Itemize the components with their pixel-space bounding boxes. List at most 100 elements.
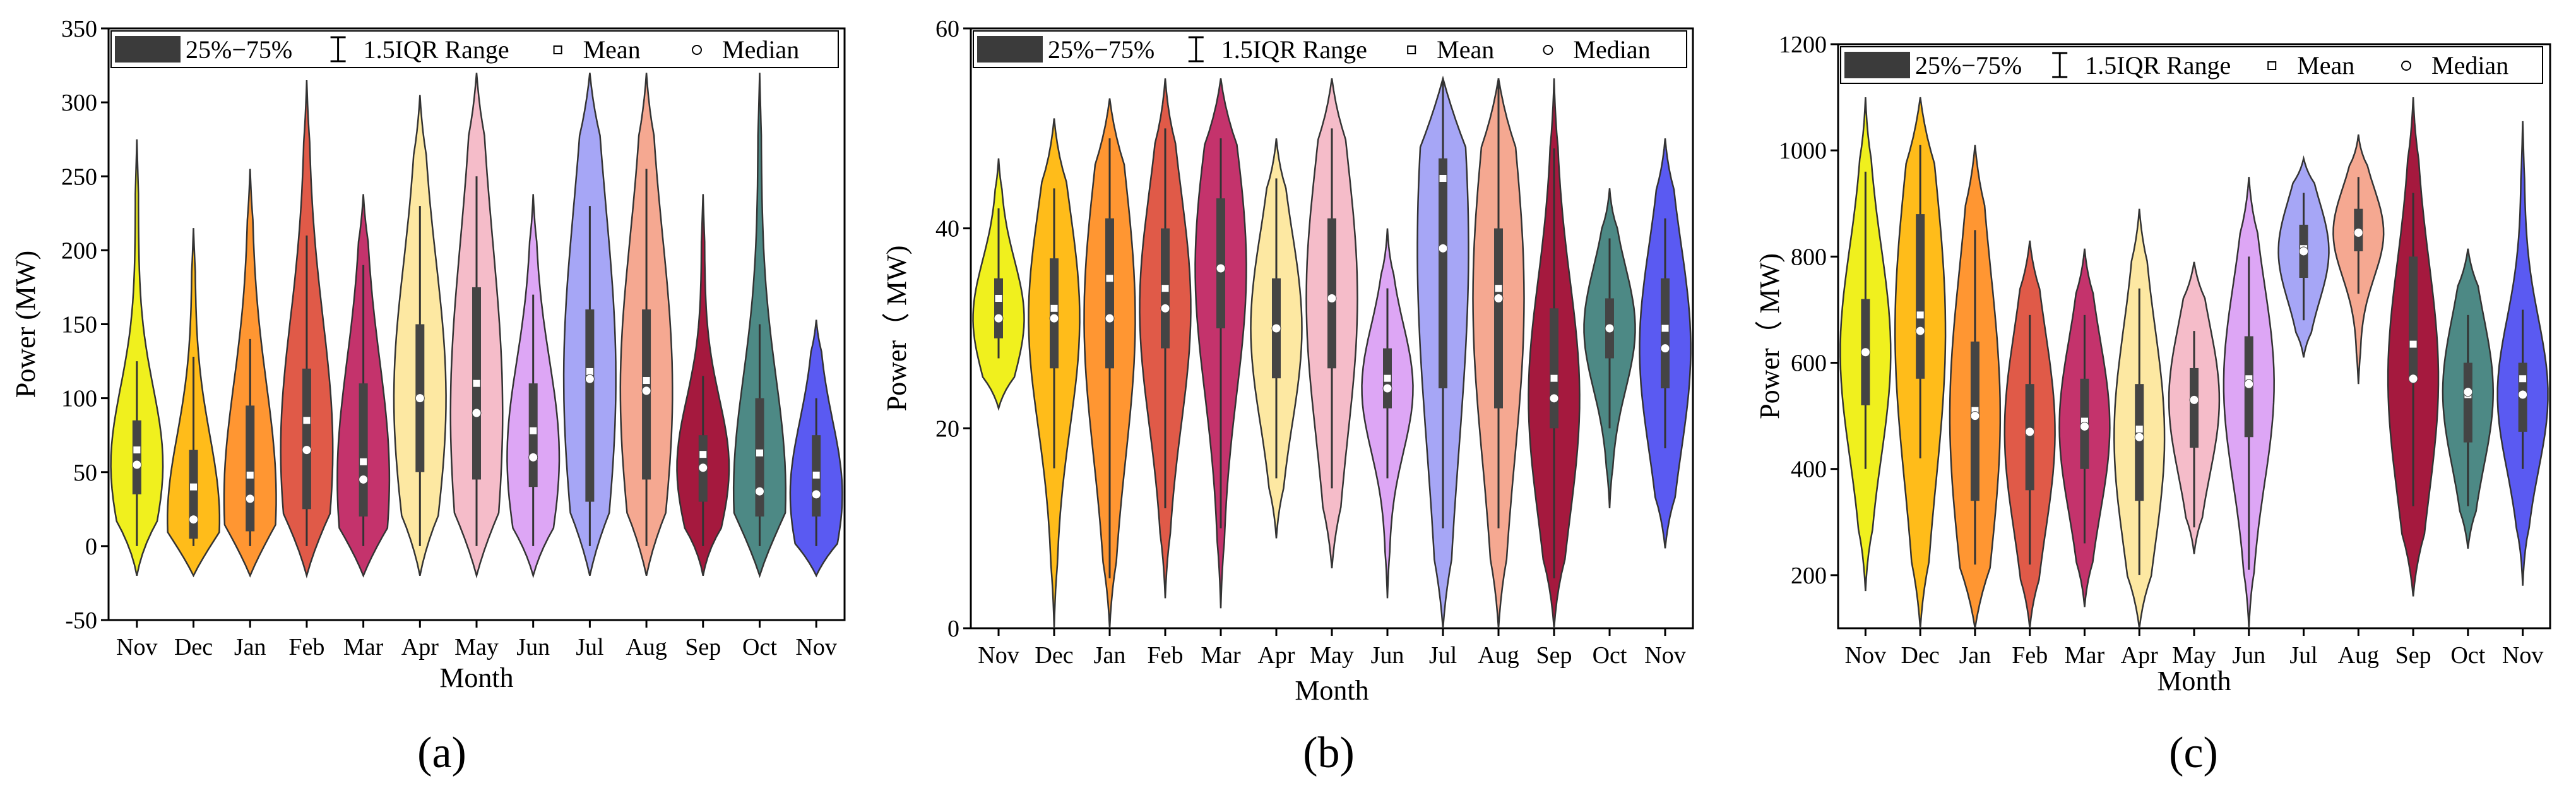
violin-nov (2496, 121, 2549, 586)
x-tick-label: Sep (685, 634, 721, 660)
x-tick-label: Aug (1478, 642, 1519, 669)
violin-may (1305, 78, 1358, 569)
median-marker (302, 445, 312, 455)
y-tick-label: 800 (1791, 244, 1827, 270)
x-tick-label: Dec (174, 634, 213, 660)
mean-marker (189, 482, 198, 491)
violin-dec (167, 228, 221, 578)
x-tick-label: Apr (2121, 642, 2158, 669)
violin-dec (1894, 97, 1947, 629)
x-tick-label: Nov (978, 642, 1019, 669)
median-marker (2244, 379, 2254, 389)
quartile-box (994, 278, 1003, 338)
violin-jun (2223, 177, 2275, 629)
y-tick-label: 150 (61, 312, 97, 338)
y-axis-label: Power（ MW) (1754, 253, 1785, 419)
violin-nov (1839, 97, 1892, 592)
x-tick-label: Apr (401, 634, 439, 660)
quartile-box (1327, 218, 1336, 369)
panel-a: -50 0 50 100 150 200 250 300 350 Nov Dec Jan Feb Mar A… (10, 16, 846, 777)
y-tick-label: 0 (85, 534, 97, 560)
x-tick-label: Nov (2502, 642, 2543, 669)
median-marker (1549, 393, 1559, 403)
mean-marker (1161, 284, 1170, 293)
median-marker (1216, 263, 1226, 273)
violin-nov (110, 139, 164, 576)
mean-marker (1550, 374, 1558, 383)
x-tick-label: Nov (116, 634, 157, 660)
quartile-box (1661, 278, 1670, 388)
mean-marker (1661, 324, 1670, 333)
legend-mean-label: Mean (2297, 51, 2354, 80)
violin-dec (1028, 118, 1081, 629)
mean-marker (302, 416, 311, 425)
median-marker (2134, 432, 2144, 442)
violin-aug (1472, 78, 1525, 629)
panel-label: (b) (1303, 729, 1355, 777)
x-tick-label: Dec (1035, 642, 1073, 669)
violin-jul (562, 73, 617, 576)
median-marker (2025, 427, 2035, 437)
x-tick-label: Jan (1094, 642, 1126, 669)
mean-marker (1439, 174, 1447, 182)
y-tick-label: 50 (73, 460, 97, 486)
x-axis-label: Month (1295, 675, 1368, 706)
violin-sep (1528, 78, 1581, 629)
legend-range-label: 1.5IQR Range (2085, 51, 2231, 80)
violin-mar (336, 194, 391, 578)
median-marker (585, 374, 595, 384)
legend-range-label: 1.5IQR Range (364, 35, 509, 64)
quartile-box (2025, 384, 2034, 491)
violin-jun (506, 194, 561, 578)
y-tick-label: 100 (61, 386, 97, 412)
x-tick-label: Feb (2012, 642, 2048, 669)
legend-box-swatch (977, 36, 1043, 63)
x-tick-label: Oct (2450, 642, 2485, 669)
median-marker (528, 452, 538, 462)
violin-jan (1083, 98, 1136, 629)
mean-marker (359, 457, 368, 466)
median-marker (2079, 421, 2089, 431)
panel-b: 0 20 40 60 Nov Dec Jan Feb Mar Apr May Jun Jul Aug Sep… (881, 16, 1694, 777)
legend-mean-swatch (2267, 61, 2277, 70)
x-tick-label: Jul (576, 634, 603, 660)
quartile-box (2190, 367, 2199, 448)
violin-sep (676, 194, 730, 576)
violin-jun (1361, 228, 1414, 599)
x-tick-label: Oct (1593, 642, 1627, 669)
violin-apr (393, 95, 447, 576)
legend-median-label: Median (2431, 51, 2508, 80)
violin-oct (732, 73, 786, 578)
violin-jul (1416, 75, 1469, 629)
legend-median-swatch (692, 45, 702, 55)
x-tick-label: Mar (1201, 642, 1241, 669)
y-tick-label: -50 (65, 607, 97, 634)
violin-sep (2387, 97, 2440, 597)
panel-label: (c) (2169, 729, 2218, 777)
median-marker (1271, 323, 1281, 333)
mean-marker (642, 376, 651, 385)
quartile-box (1439, 158, 1447, 389)
legend-frame (1840, 46, 2543, 84)
mean-marker (529, 426, 538, 435)
legend-frame (973, 30, 1687, 68)
legend: 25%−75% 1.5IQR Range Mean Median (110, 30, 839, 68)
quartile-box (1494, 228, 1503, 409)
violin-apr (1250, 138, 1303, 539)
mean-marker (2519, 374, 2527, 383)
legend-median-label: Median (1573, 35, 1650, 64)
mean-marker (2135, 425, 2144, 434)
quartile-box (132, 420, 141, 494)
median-marker (1438, 243, 1448, 253)
mean-marker (994, 294, 1003, 302)
legend-median-swatch (1543, 45, 1553, 55)
quartile-box (1550, 308, 1558, 429)
violin-aug (619, 73, 674, 576)
x-tick-label: Feb (1148, 642, 1184, 669)
violin-nov (972, 158, 1025, 411)
legend-mean-swatch (553, 45, 562, 54)
violin-apr (2113, 208, 2166, 629)
violin-feb (2003, 240, 2056, 629)
median-marker (2408, 374, 2418, 384)
x-tick-label: Mar (343, 634, 384, 660)
